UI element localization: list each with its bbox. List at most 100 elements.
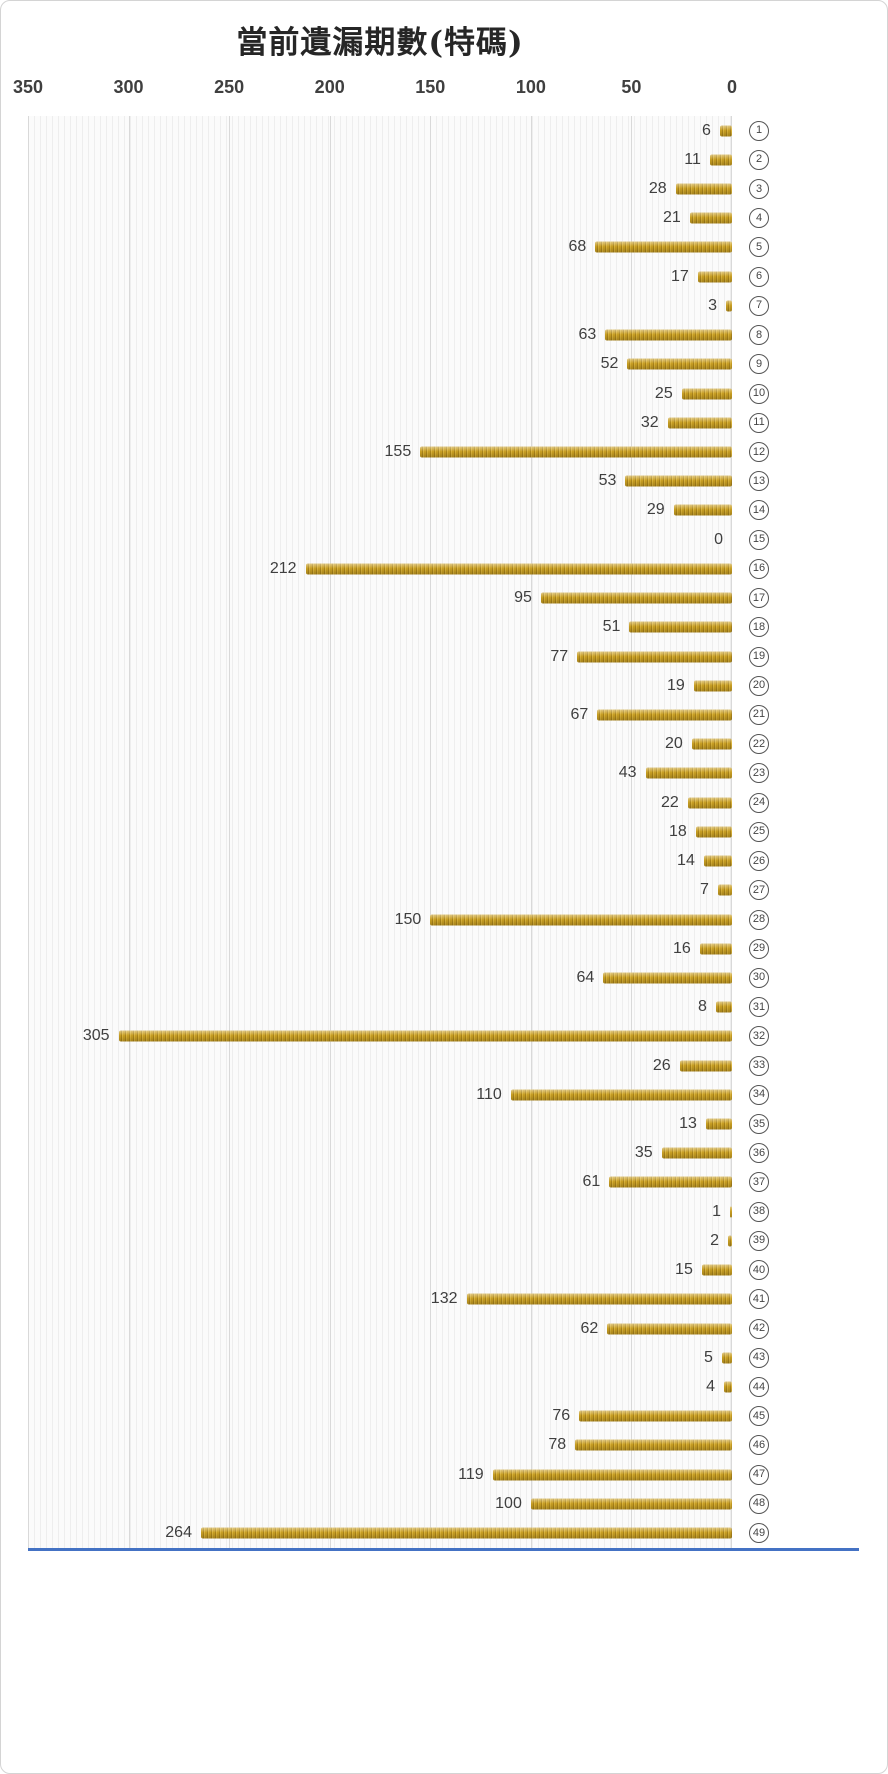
bar-row: 32 bbox=[28, 408, 732, 437]
bar-category-18[interactable] bbox=[629, 621, 732, 633]
bar-category-13[interactable] bbox=[625, 475, 732, 487]
bar-category-40[interactable] bbox=[701, 1264, 732, 1276]
value-label: 62 bbox=[580, 1319, 599, 1337]
bar-row: 43 bbox=[28, 759, 732, 788]
category-row: 26 bbox=[738, 846, 818, 875]
bar-category-30[interactable] bbox=[603, 972, 732, 984]
bar-category-24[interactable] bbox=[687, 797, 732, 809]
value-label: 4 bbox=[706, 1378, 715, 1396]
bar-category-33[interactable] bbox=[679, 1060, 732, 1072]
category-label: 25 bbox=[749, 821, 769, 842]
bar-category-43[interactable] bbox=[721, 1352, 732, 1364]
category-label: 22 bbox=[749, 734, 769, 755]
bar-category-3[interactable] bbox=[675, 183, 732, 195]
category-label: 27 bbox=[749, 880, 769, 901]
bar-category-12[interactable] bbox=[420, 446, 732, 458]
bar-category-17[interactable] bbox=[540, 592, 732, 604]
bar-row: 100 bbox=[28, 1489, 732, 1518]
bar-category-29[interactable] bbox=[699, 943, 732, 955]
bar-category-44[interactable] bbox=[723, 1381, 732, 1393]
bar-category-22[interactable] bbox=[691, 738, 732, 750]
bar-category-47[interactable] bbox=[492, 1469, 732, 1481]
bar-category-49[interactable] bbox=[200, 1527, 732, 1539]
bar-row: 212 bbox=[28, 554, 732, 583]
bar-row: 51 bbox=[28, 613, 732, 642]
bar-row: 1 bbox=[28, 1197, 732, 1226]
bar-category-21[interactable] bbox=[597, 709, 732, 721]
bar-category-7[interactable] bbox=[725, 300, 732, 312]
category-label: 19 bbox=[749, 646, 769, 667]
bar-category-34[interactable] bbox=[510, 1089, 732, 1101]
bar-row: 11 bbox=[28, 145, 732, 174]
category-row: 23 bbox=[738, 759, 818, 788]
category-label: 14 bbox=[749, 500, 769, 521]
bar-category-20[interactable] bbox=[693, 680, 732, 692]
value-label: 95 bbox=[514, 589, 532, 607]
bar-category-45[interactable] bbox=[579, 1410, 732, 1422]
value-label: 17 bbox=[671, 267, 689, 285]
value-label: 132 bbox=[430, 1290, 458, 1308]
bar-row: 18 bbox=[28, 817, 732, 846]
bar-row: 6 bbox=[28, 116, 732, 145]
bar-category-38[interactable] bbox=[730, 1206, 732, 1218]
bar-category-31[interactable] bbox=[715, 1001, 732, 1013]
bar-category-23[interactable] bbox=[645, 767, 732, 779]
value-label: 22 bbox=[660, 793, 679, 811]
value-label: 77 bbox=[550, 647, 569, 665]
bar-category-41[interactable] bbox=[466, 1293, 732, 1305]
bar-category-46[interactable] bbox=[575, 1439, 732, 1451]
category-label: 29 bbox=[749, 938, 769, 959]
bar-category-25[interactable] bbox=[695, 826, 732, 838]
bar-category-8[interactable] bbox=[605, 329, 732, 341]
bar-category-14[interactable] bbox=[673, 504, 732, 516]
value-label: 67 bbox=[570, 705, 589, 723]
bar-category-39[interactable] bbox=[727, 1235, 732, 1247]
bar-category-35[interactable] bbox=[705, 1118, 732, 1130]
bar-row: 35 bbox=[28, 1139, 732, 1168]
bar-category-28[interactable] bbox=[430, 914, 732, 926]
bar-category-5[interactable] bbox=[595, 241, 732, 253]
category-label: 34 bbox=[749, 1084, 769, 1105]
category-row: 21 bbox=[738, 700, 818, 729]
value-label: 212 bbox=[269, 559, 297, 577]
bar-category-10[interactable] bbox=[681, 388, 732, 400]
bar-row: 77 bbox=[28, 642, 732, 671]
bar-category-1[interactable] bbox=[719, 125, 732, 137]
bar-row: 21 bbox=[28, 204, 732, 233]
category-label: 26 bbox=[749, 851, 769, 872]
category-row: 13 bbox=[738, 467, 818, 496]
category-row: 38 bbox=[738, 1197, 818, 1226]
bar-category-19[interactable] bbox=[577, 651, 732, 663]
bar-row: 28 bbox=[28, 174, 732, 203]
value-label: 13 bbox=[679, 1115, 697, 1133]
bar-category-48[interactable] bbox=[530, 1498, 732, 1510]
chart-title: 當前遺漏期數(特碼) bbox=[236, 25, 524, 61]
value-label: 32 bbox=[640, 413, 659, 431]
x-axis-tick-label: 100 bbox=[515, 77, 546, 97]
bar-category-9[interactable] bbox=[627, 358, 732, 370]
bar-category-2[interactable] bbox=[709, 154, 732, 166]
bar-category-16[interactable] bbox=[305, 563, 732, 575]
bar-row: 13 bbox=[28, 1109, 732, 1138]
bar-category-27[interactable] bbox=[717, 884, 732, 896]
bar-category-37[interactable] bbox=[609, 1176, 732, 1188]
category-row: 16 bbox=[738, 554, 818, 583]
category-label: 31 bbox=[749, 997, 769, 1018]
value-label: 76 bbox=[552, 1407, 571, 1425]
category-row: 1 bbox=[738, 116, 818, 145]
category-row: 18 bbox=[738, 613, 818, 642]
x-axis-tick-label: 250 bbox=[214, 77, 245, 97]
bar-category-26[interactable] bbox=[703, 855, 732, 867]
bar-category-32[interactable] bbox=[118, 1030, 732, 1042]
bar-category-36[interactable] bbox=[661, 1147, 732, 1159]
value-label: 64 bbox=[576, 968, 595, 986]
bar-category-42[interactable] bbox=[607, 1323, 732, 1335]
bar-category-4[interactable] bbox=[689, 212, 732, 224]
category-label: 47 bbox=[749, 1464, 769, 1485]
bar-category-11[interactable] bbox=[667, 417, 732, 429]
bar-row: 29 bbox=[28, 496, 732, 525]
bar-category-6[interactable] bbox=[697, 271, 732, 283]
bar-row: 68 bbox=[28, 233, 732, 262]
category-column: 1 2 3 4 5 6 7 8 9 10 11 12 13 14 15 16 17 18 19 20 21 22 23 24 2… bbox=[738, 116, 818, 1548]
value-label: 51 bbox=[602, 618, 621, 636]
